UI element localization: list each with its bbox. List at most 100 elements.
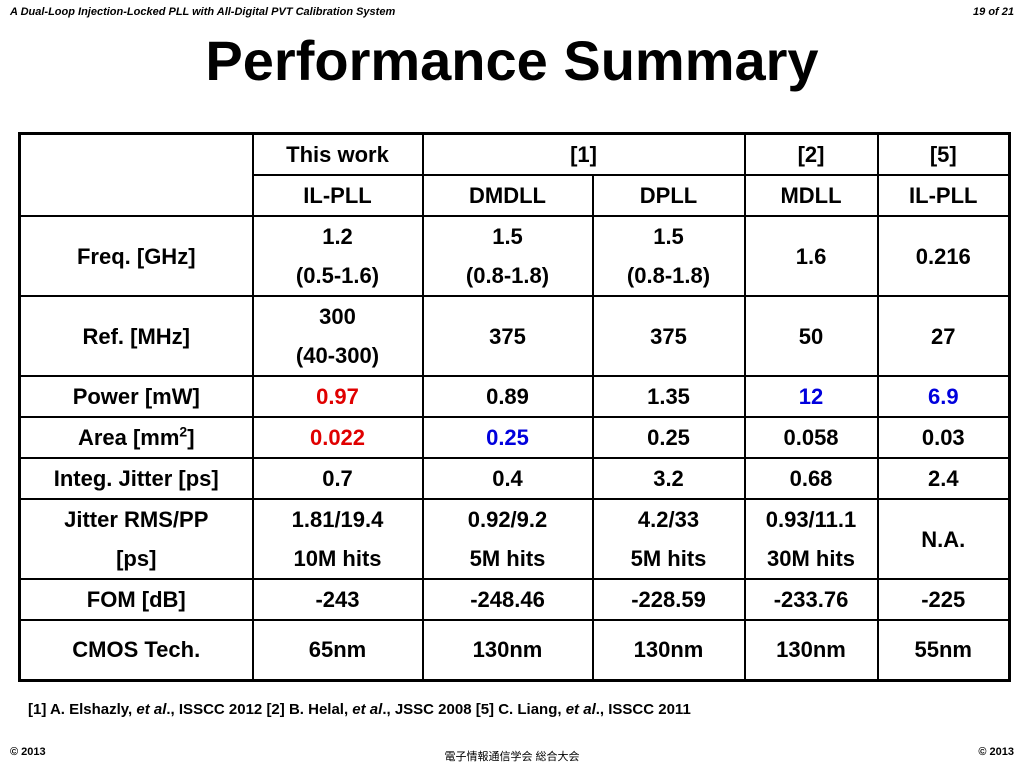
cell-cmos-ilpll: 55nm bbox=[876, 619, 1011, 681]
cell-area-ilpll: 0.03 bbox=[876, 416, 1011, 459]
col-header-ref5: [5] bbox=[876, 132, 1011, 176]
cell-ref-this-work: 300 (40-300) bbox=[251, 295, 424, 377]
cell-fom-mdll: -233.76 bbox=[743, 578, 879, 621]
row-label-ref: Ref. [MHz] bbox=[18, 295, 254, 377]
cell-line: 0.93/11.1 bbox=[765, 507, 857, 532]
subheader-dpll: DPLL bbox=[591, 174, 746, 217]
cell-ref-mdll: 50 bbox=[743, 295, 879, 377]
ref5-etal: et al bbox=[565, 701, 596, 718]
cell-fom-this-work: -243 bbox=[251, 578, 424, 621]
area-label-text: Area [mm bbox=[77, 425, 180, 450]
cell-line: (0.8-1.8) bbox=[465, 263, 550, 288]
cell-cmos-mdll: 130nm bbox=[743, 619, 879, 681]
cell-jitter-mdll: 0.68 bbox=[743, 457, 879, 500]
cell-freq-ilpll: 0.216 bbox=[876, 215, 1011, 297]
row-label-cmos: CMOS Tech. bbox=[18, 619, 254, 681]
cell-area-dpll: 0.25 bbox=[591, 416, 746, 459]
ref5-post: ., ISSCC 2011 bbox=[595, 701, 691, 718]
cell-freq-mdll: 1.6 bbox=[743, 215, 879, 297]
subheader-ilpll-ref5: IL-PLL bbox=[876, 174, 1011, 217]
cell-line: 0.92/9.2 bbox=[467, 507, 548, 532]
cell-jitter-dmdll: 0.4 bbox=[421, 457, 594, 500]
cell-line: 30M hits bbox=[767, 546, 856, 571]
subheader-ilpll-this-work: IL-PLL bbox=[251, 174, 424, 217]
table-row-power: Power [mW] 0.97 0.89 1.35 12 6.9 bbox=[18, 375, 1011, 418]
table-header-row: This work [1] [2] [5] bbox=[18, 132, 1011, 217]
table-row-jitter-rms-pp: Jitter RMS/PP [ps] 1.81/19.4 10M hits 0.… bbox=[18, 498, 1011, 580]
cell-rms-dpll: 4.2/33 5M hits bbox=[591, 498, 746, 580]
col-header-ref1: [1] bbox=[421, 132, 746, 176]
cell-freq-dpll: 1.5 (0.8-1.8) bbox=[591, 215, 746, 297]
cell-freq-dmdll: 1.5 (0.8-1.8) bbox=[421, 215, 594, 297]
slide-page-number: 19 of 21 bbox=[973, 6, 1014, 18]
table-row-integ-jitter: Integ. Jitter [ps] 0.7 0.4 3.2 0.68 2.4 bbox=[18, 457, 1011, 500]
cell-cmos-this-work: 65nm bbox=[251, 619, 424, 681]
cell-line: 1.5 bbox=[492, 224, 523, 249]
cell-fom-dmdll: -248.46 bbox=[421, 578, 594, 621]
subheader-dmdll: DMDLL bbox=[421, 174, 594, 217]
cell-rms-mdll: 0.93/11.1 30M hits bbox=[743, 498, 879, 580]
cell-power-ilpll: 6.9 bbox=[876, 375, 1011, 418]
row-label-integ-jitter: Integ. Jitter [ps] bbox=[18, 457, 254, 500]
cell-line: 1.5 bbox=[653, 224, 684, 249]
cell-jitter-this-work: 0.7 bbox=[251, 457, 424, 500]
table-subheader-row: IL-PLL DMDLL DPLL MDLL IL-PLL bbox=[20, 174, 1011, 217]
cell-ref-ilpll: 27 bbox=[876, 295, 1011, 377]
table-row-ref: Ref. [MHz] 300 (40-300) 375 375 50 27 bbox=[18, 295, 1011, 377]
table-corner-cell bbox=[18, 132, 254, 217]
footer-copyright-right: © 2013 bbox=[978, 746, 1014, 758]
cell-area-dmdll: 0.25 bbox=[421, 416, 594, 459]
subheader-mdll: MDLL bbox=[743, 174, 879, 217]
cell-freq-this-work: 1.2 (0.5-1.6) bbox=[251, 215, 424, 297]
cell-line: 1.81/19.4 bbox=[291, 507, 384, 532]
cell-area-this-work: 0.022 bbox=[251, 416, 424, 459]
row-label-fom: FOM [dB] bbox=[18, 578, 254, 621]
cell-line: 5M hits bbox=[469, 546, 546, 571]
row-label-jitter-rms-pp: Jitter RMS/PP [ps] bbox=[18, 498, 254, 580]
ref1-post: ., ISSCC 2012 [2] B. Helal, bbox=[166, 701, 353, 718]
table-row-area: Area [mm2] 0.022 0.25 0.25 0.058 0.03 bbox=[18, 416, 1011, 459]
area-label-close: ] bbox=[187, 425, 195, 450]
cell-power-dpll: 1.35 bbox=[591, 375, 746, 418]
cell-jitter-dpll: 3.2 bbox=[591, 457, 746, 500]
footer-conference: 電子情報通信学会 総合大会 bbox=[444, 751, 580, 763]
cell-power-this-work: 0.97 bbox=[251, 375, 424, 418]
cell-area-mdll: 0.058 bbox=[743, 416, 879, 459]
cell-rms-ilpll: N.A. bbox=[876, 498, 1011, 580]
cell-line: [ps] bbox=[116, 546, 157, 571]
cell-ref-dpll: 375 bbox=[591, 295, 746, 377]
cell-jitter-ilpll: 2.4 bbox=[876, 457, 1011, 500]
page-title: Performance Summary bbox=[205, 29, 819, 92]
ref2-post: ., JSSC 2008 [5] C. Liang, bbox=[382, 701, 566, 718]
cell-line: 10M hits bbox=[293, 546, 382, 571]
performance-table: This work [1] [2] [5] IL-PLL DMDLL DPLL … bbox=[18, 132, 1012, 682]
cell-rms-dmdll: 0.92/9.2 5M hits bbox=[421, 498, 594, 580]
cell-cmos-dpll: 130nm bbox=[591, 619, 746, 681]
cell-ref-dmdll: 375 bbox=[421, 295, 594, 377]
cell-line: (0.8-1.8) bbox=[626, 263, 711, 288]
row-label-power: Power [mW] bbox=[18, 375, 254, 418]
row-label-area: Area [mm2] bbox=[18, 416, 254, 459]
ref2-etal: et al bbox=[352, 701, 383, 718]
cell-rms-this-work: 1.81/19.4 10M hits bbox=[251, 498, 424, 580]
ref1-text: [1] A. Elshazly, bbox=[28, 701, 137, 718]
table-row-freq: Freq. [GHz] 1.2 (0.5-1.6) 1.5 (0.8-1.8) … bbox=[18, 215, 1011, 297]
cell-line: 300 bbox=[319, 304, 356, 329]
cell-fom-dpll: -228.59 bbox=[591, 578, 746, 621]
col-header-this-work: This work bbox=[251, 132, 424, 176]
row-label-freq: Freq. [GHz] bbox=[18, 215, 254, 297]
cell-line: (0.5-1.6) bbox=[295, 263, 380, 288]
cell-line: 1.2 bbox=[322, 224, 353, 249]
col-header-ref2: [2] bbox=[743, 132, 879, 176]
slide-header-title: A Dual-Loop Injection-Locked PLL with Al… bbox=[10, 6, 396, 18]
cell-fom-ilpll: -225 bbox=[876, 578, 1011, 621]
cell-cmos-dmdll: 130nm bbox=[421, 619, 594, 681]
cell-power-mdll: 12 bbox=[743, 375, 879, 418]
cell-line: 4.2/33 bbox=[637, 507, 700, 532]
cell-line: (40-300) bbox=[295, 343, 380, 368]
cell-line: Jitter RMS/PP bbox=[64, 507, 209, 532]
cell-power-dmdll: 0.89 bbox=[421, 375, 594, 418]
references-line: [1] A. Elshazly, et al., ISSCC 2012 [2] … bbox=[28, 701, 691, 718]
cell-line: 5M hits bbox=[630, 546, 707, 571]
table-row-cmos: CMOS Tech. 65nm 130nm 130nm 130nm 55nm bbox=[18, 619, 1011, 681]
